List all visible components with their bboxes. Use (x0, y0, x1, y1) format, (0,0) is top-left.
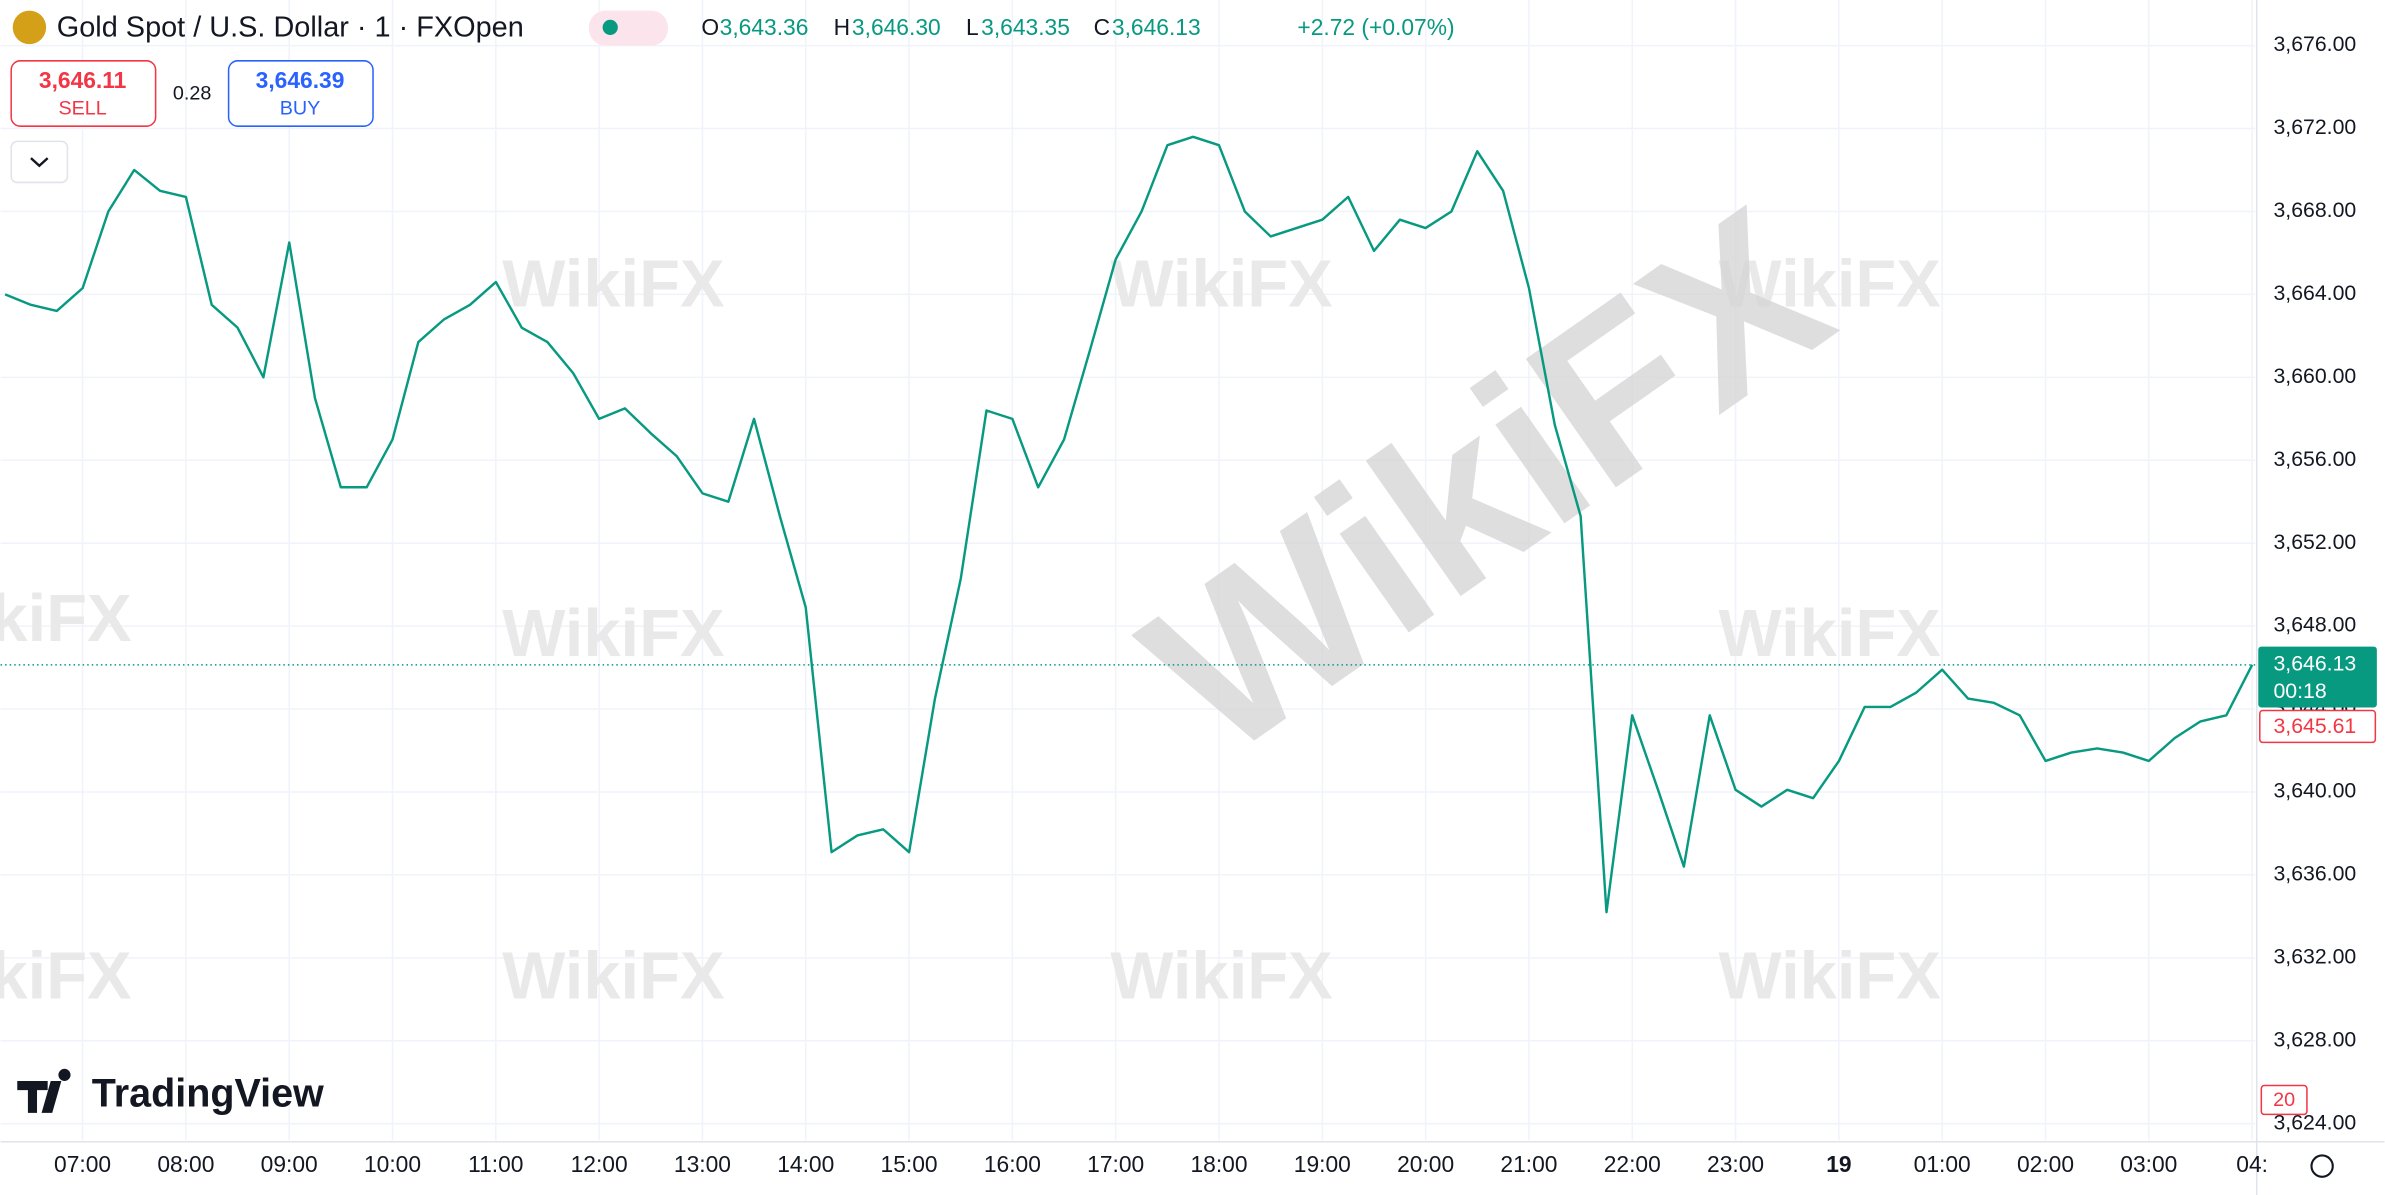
x-tick-label: 10:00 (364, 1151, 421, 1177)
watermark: WikiFX (1719, 596, 1942, 671)
y-tick-label: 3,676.00 (2273, 32, 2356, 56)
watermark: WikiFX (502, 596, 725, 671)
chevron-icon (30, 157, 49, 168)
plot (0, 135, 2256, 914)
x-tick-label: 07:00 (54, 1151, 111, 1177)
collapse-button[interactable] (10, 140, 69, 184)
buy-price: 3,646.39 (256, 67, 345, 93)
watermark: WikiFX (502, 247, 725, 322)
ohlc-label: L (966, 14, 979, 40)
x-tick-label: 15:00 (881, 1151, 938, 1177)
y-tick-label: 3,628.00 (2273, 1027, 2356, 1051)
watermark: WikiFX (1110, 247, 1333, 322)
settings-icon[interactable] (2310, 1154, 2334, 1178)
x-tick-label: 01:00 (1914, 1151, 1971, 1177)
watermark: WikiFX (0, 581, 132, 656)
symbol-title: Gold Spot / U.S. Dollar · 1 · FXOpen (57, 12, 524, 44)
sell-price: 3,646.11 (39, 67, 127, 93)
y-tick-label: 3,640.00 (2273, 779, 2356, 803)
ohlc-value: 3,643.35 (981, 14, 1070, 40)
change: +2.72 (+0.07%) (1297, 14, 1454, 40)
ohlc-label: O (701, 14, 719, 40)
x-tick-label: 13:00 (674, 1151, 731, 1177)
x-tick-label: 04: (2236, 1151, 2268, 1177)
symbol-icon (12, 10, 47, 45)
y-tick-label: 3,664.00 (2273, 281, 2356, 305)
volume-badge (2260, 1084, 2308, 1116)
y-tick-label: 3,672.00 (2273, 115, 2356, 139)
ohlc-label: H (834, 14, 850, 40)
sell-button[interactable] (10, 60, 157, 127)
ohlc-value: 3,646.13 (1112, 14, 1201, 40)
countdown: 00:18 (2273, 679, 2326, 703)
x-tick-label: 22:00 (1604, 1151, 1661, 1177)
volume-value: 20 (2273, 1089, 2295, 1111)
status-pill[interactable] (588, 10, 668, 46)
x-tick-label: 21:00 (1500, 1151, 1557, 1177)
y-tick-label: 3,652.00 (2273, 530, 2356, 554)
brand-name: TradingView (92, 1072, 324, 1116)
x-tick-label: 11:00 (468, 1151, 523, 1177)
x-tick-label: 03:00 (2120, 1151, 2177, 1177)
x-tick-label: 08:00 (157, 1151, 214, 1177)
y-tick-label: 3,656.00 (2273, 447, 2356, 471)
y-tick-label: 3,668.00 (2273, 198, 2356, 222)
spread: 0.28 (173, 82, 211, 104)
x-tick-label: 02:00 (2017, 1151, 2074, 1177)
y-tick-label: 3,660.00 (2273, 364, 2356, 388)
x-tick-label: 16:00 (984, 1151, 1041, 1177)
x-tick-label: 19:00 (1294, 1151, 1351, 1177)
x-tick-label: 23:00 (1707, 1151, 1764, 1177)
grid (0, 0, 2256, 1141)
brand-logo (17, 1068, 71, 1113)
ohlc-value: 3,646.30 (852, 14, 941, 40)
watermark: WikiFX (502, 938, 725, 1013)
x-tick-label: 14:00 (777, 1151, 834, 1177)
last-price-badge (2258, 646, 2377, 708)
x-tick-label: 20:00 (1397, 1151, 1454, 1177)
watermark: WikiFX (1719, 938, 1942, 1013)
price-line (4, 135, 2254, 914)
x-tick-label: 19 (1826, 1151, 1851, 1177)
y-tick-label: 3,636.00 (2273, 862, 2356, 886)
watermark: WikiFX (1719, 247, 1942, 322)
sell-label: SELL (58, 98, 106, 120)
bid-badge (2259, 709, 2377, 744)
x-tick-label: 12:00 (571, 1151, 628, 1177)
last-price: 3,646.13 (2273, 652, 2356, 676)
buy-button[interactable] (227, 60, 374, 127)
market-status (602, 19, 618, 35)
buy-label: BUY (280, 98, 321, 120)
ohlc-label: C (1094, 14, 1110, 40)
bid-price: 3,645.61 (2273, 714, 2356, 738)
x-tick-label: 17:00 (1087, 1151, 1144, 1177)
watermark: WikiFX (0, 938, 132, 1013)
ohlc-value: 3,643.36 (720, 14, 809, 40)
watermark: WikiFX (1110, 938, 1333, 1013)
x-tick-label: 18:00 (1190, 1151, 1247, 1177)
x-tick-label: 09:00 (261, 1151, 318, 1177)
y-tick-label: 3,632.00 (2273, 944, 2356, 968)
y-tick-label: 3,648.00 (2273, 613, 2356, 637)
axes: 3,624.003,628.003,632.003,636.003,640.00… (54, 32, 2377, 1177)
